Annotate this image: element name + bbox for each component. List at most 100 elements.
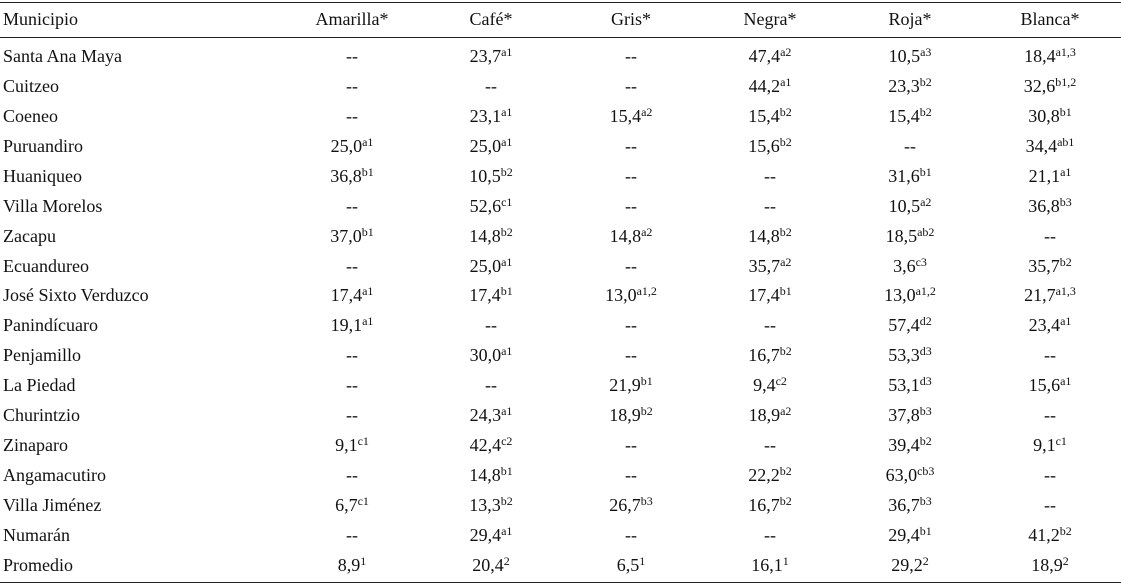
cell-value: -- [904,135,916,156]
cell: 36,8b1 [330,166,374,186]
cell-value: -- [346,405,358,426]
cell-value: 52,6 [469,195,502,216]
row-label: Churintzio [3,405,80,426]
cell: 25,0a1 [470,256,513,276]
cell-superscript: a1 [501,404,513,419]
cell: 15,4a2 [610,106,653,126]
row-label: José Sixto Verduzco [3,285,149,306]
cell: 13,0a1,2 [884,285,936,305]
cell: 29,22 [891,555,929,575]
cell-superscript: c1 [357,434,369,449]
cell: 29,4b1 [888,525,932,545]
cell-value: 29,4 [469,524,502,545]
cell-superscript: a1 [780,74,792,89]
cell-value: 23,1 [469,105,502,126]
cell: 18,9b2 [609,405,653,425]
cell-value: 44,2 [748,75,781,96]
top-rule [0,2,1121,3]
row-label: Panindícuaro [3,315,98,336]
row-label: Puruandiro [3,135,83,156]
cell-superscript: c3 [915,254,927,269]
cell-value: 36,8 [330,165,362,186]
cell-value: 37,8 [888,405,920,426]
row-label: Zacapu [3,225,56,246]
cell: 29,4a1 [470,525,513,545]
cell: 23,4a1 [1029,315,1072,335]
cell: 20,42 [472,555,510,575]
cell-value: 14,8 [748,225,780,246]
cell-superscript: b2 [779,134,792,149]
cell-value: -- [1044,225,1056,246]
cell-value: 13,0 [884,285,916,306]
cell-superscript: b3 [919,493,932,508]
cell: 52,6c1 [470,196,513,216]
cell-superscript: a1 [362,314,374,329]
row-label: Penjamillo [3,345,81,366]
cell-value: -- [625,75,637,96]
cell-value: -- [346,345,358,366]
cell: 6,7c1 [335,495,369,515]
cell: 53,3d3 [888,345,932,365]
cell-superscript: b2 [919,434,932,449]
row-label: Promedio [3,554,73,575]
cell-superscript: d2 [919,314,932,329]
cell-value: 18,9 [748,405,781,426]
cell-superscript: a1 [362,134,374,149]
cell-value: 47,4 [748,46,781,66]
cell: 36,7b3 [888,495,932,515]
cell: 13,3b2 [469,495,513,515]
cell-value: 15,4 [888,105,920,126]
cell: 15,6a1 [1029,375,1072,395]
cell-value: -- [346,524,358,545]
cell-superscript: d3 [919,344,932,359]
cell-value: 23,7 [469,46,502,66]
cell-value: -- [485,315,497,336]
header-cell: Roja* [888,9,932,29]
cell-superscript: b1 [361,224,374,239]
cell: 44,2a1 [749,76,792,96]
cell: 21,1a1 [1029,166,1072,186]
cell: 13,0a1,2 [605,285,657,305]
cell: 25,0a1 [331,136,374,156]
cell: 16,11 [751,555,789,575]
cell-value: -- [485,375,497,396]
cell: 3,6c3 [893,256,927,276]
cell-superscript: a1 [362,284,374,299]
cell: 10,5a2 [889,196,932,216]
cell: 23,3b2 [888,76,932,96]
cell-value: 9,1 [335,435,358,456]
cell-value: 57,4 [888,315,920,336]
header-cell: Gris* [611,9,651,29]
cell-value: 9,4 [753,375,776,396]
cell-value: -- [764,524,776,545]
cell-superscript: 2 [503,553,510,568]
cell-value: -- [1044,345,1056,366]
cell-superscript: 1 [360,553,367,568]
cell-value: 9,1 [1033,435,1056,456]
cell-value: -- [625,465,637,486]
cell: 35,7b2 [1028,256,1072,276]
cell-value: 21,1 [1028,165,1061,186]
cell-value: -- [625,195,637,216]
cell-value: 6,7 [335,494,358,515]
cell-value: 13,0 [605,285,637,306]
cell-value: 31,6 [888,165,920,186]
cell-value: 36,7 [888,494,920,515]
cell-superscript: b2 [500,164,513,179]
header-rule [0,37,1121,38]
cell: 18,4a1,3 [1024,46,1076,66]
cell: 6,51 [617,555,646,575]
cell: 34,4ab1 [1026,136,1075,156]
cell: 57,4d2 [888,315,932,335]
header-cell: Municipio [3,9,78,29]
cell-value: 63,0 [885,465,918,486]
cell-value: 18,9 [609,405,641,426]
cell-superscript: b1 [640,374,653,389]
cell-superscript: b2 [500,493,513,508]
cell-value: 21,9 [609,375,641,396]
cell: 9,1c1 [335,435,369,455]
cell-value: 18,4 [1024,46,1056,66]
cell-superscript: b2 [500,224,513,239]
cell-value: 42,4 [469,435,502,456]
cell-superscript: b2 [779,224,792,239]
